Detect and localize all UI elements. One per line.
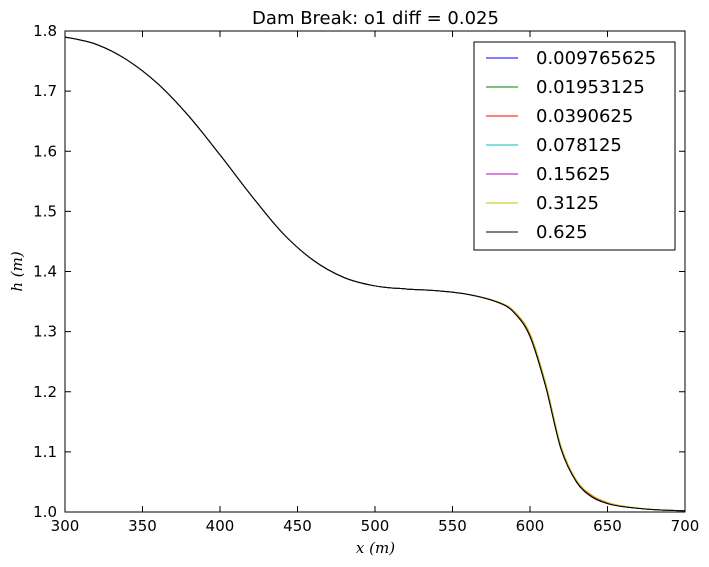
legend-label-1: 0.01953125 — [536, 77, 645, 98]
y-tick-label: 1.2 — [33, 383, 57, 401]
y-tick-label: 1.8 — [33, 22, 57, 40]
y-tick-label: 1.5 — [33, 202, 57, 220]
y-tick-label: 1.4 — [33, 263, 57, 281]
x-tick-label: 600 — [516, 517, 545, 535]
ticks-layer: 300 350 400 450 500 550 600 650 700 1.0 1.1 1.2 1.3 1… — [33, 22, 699, 535]
legend-label-3: 0.078125 — [536, 135, 622, 156]
y-axis-label: h (m) — [8, 251, 26, 292]
legend-label-5: 0.3125 — [536, 193, 599, 214]
legend-items: 0.009765625 0.01953125 0.0390625 0.078125 0.… — [486, 48, 656, 243]
x-tick-label: 450 — [283, 517, 312, 535]
chart-title: Dam Break: o1 diff = 0.025 — [252, 8, 499, 29]
x-tick-label: 500 — [361, 517, 390, 535]
series-layer — [64, 36, 686, 512]
legend-label-6: 0.625 — [536, 222, 588, 243]
y-tick-label: 1.6 — [33, 142, 57, 160]
x-tick-label: 650 — [593, 517, 622, 535]
x-tick-label: 700 — [671, 517, 700, 535]
y-tick-label: 1.0 — [33, 503, 57, 521]
series-line-6 — [64, 36, 686, 512]
x-axis-label: x (m) — [356, 539, 395, 557]
legend-label-0: 0.009765625 — [536, 48, 656, 69]
x-tick-label: 550 — [438, 517, 467, 535]
x-tick-label: 400 — [206, 517, 235, 535]
x-tick-label: 300 — [51, 517, 80, 535]
y-tick-label: 1.7 — [33, 82, 57, 100]
y-tick-label: 1.1 — [33, 443, 57, 461]
legend-label-4: 0.15625 — [536, 164, 610, 185]
legend: 0.009765625 0.01953125 0.0390625 0.078125 0.… — [473, 41, 676, 251]
x-tick-label: 350 — [128, 517, 157, 535]
legend-box — [473, 41, 676, 251]
legend-label-2: 0.0390625 — [536, 106, 633, 127]
y-tick-label: 1.3 — [33, 323, 57, 341]
